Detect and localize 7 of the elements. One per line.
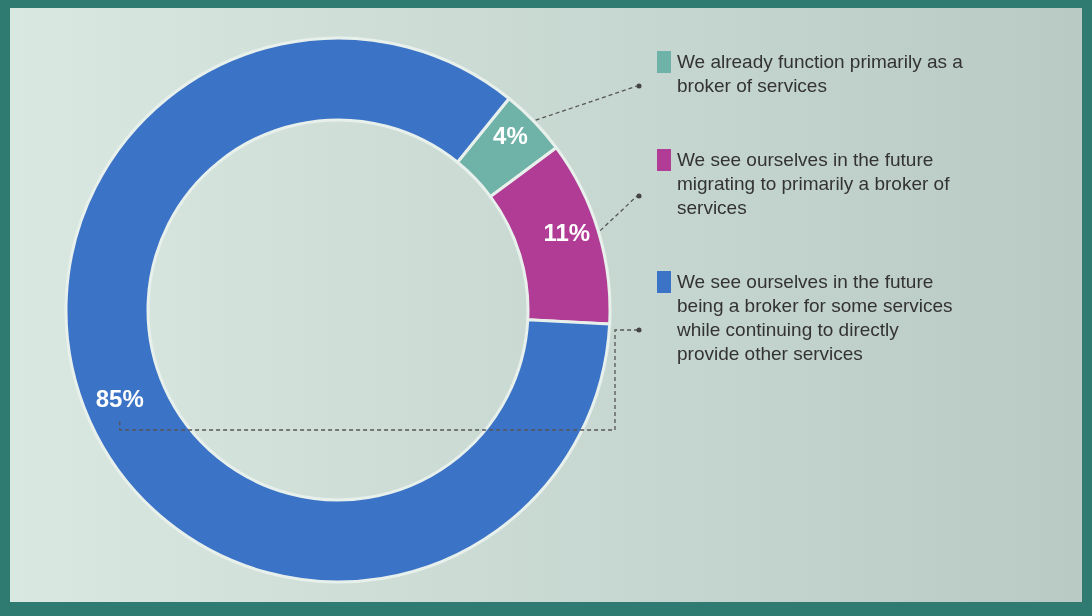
- data-label: 85%: [95, 385, 144, 413]
- legend-label: We see ourselves in the future migrating to primarily a broker of services: [677, 149, 951, 218]
- donut-slice: [64, 36, 612, 584]
- legend-label: We already function primarily as a broker of services: [677, 51, 964, 96]
- data-label: 4%: [493, 122, 528, 150]
- data-label: 11%: [543, 218, 591, 246]
- slice-label: We see ourselves in the future being a broker for some services while continuing to directly provide other services: [676, 271, 953, 364]
